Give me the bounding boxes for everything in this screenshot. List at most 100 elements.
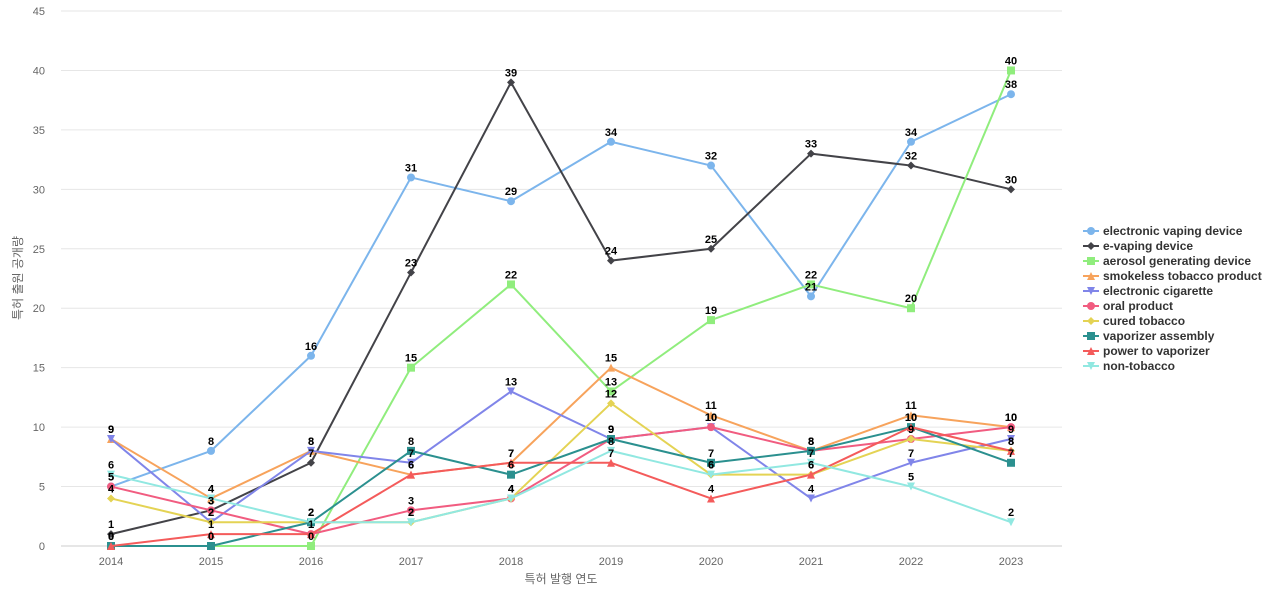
- data-label: 2: [308, 507, 314, 519]
- data-point-marker[interactable]: [107, 542, 115, 550]
- data-point-marker[interactable]: [607, 137, 615, 146]
- legend-marker: [1087, 242, 1095, 250]
- data-point-marker[interactable]: [707, 458, 715, 467]
- data-point-marker[interactable]: [207, 446, 215, 455]
- data-point-marker[interactable]: [407, 470, 415, 479]
- legend-item[interactable]: vaporizer assembly: [1083, 329, 1215, 343]
- data-point-marker[interactable]: [607, 399, 615, 408]
- data-point-marker[interactable]: [807, 458, 815, 467]
- data-point-marker[interactable]: [507, 470, 515, 479]
- data-label: 1: [208, 519, 214, 531]
- data-point-marker[interactable]: [507, 280, 515, 289]
- data-point-marker[interactable]: [707, 423, 715, 432]
- data-point-marker[interactable]: [1007, 446, 1015, 455]
- data-label: 32: [705, 151, 717, 163]
- data-point-marker[interactable]: [1007, 185, 1015, 194]
- data-point-marker[interactable]: [207, 518, 215, 527]
- data-point-marker[interactable]: [1007, 458, 1015, 467]
- legend-item[interactable]: power to vaporizer: [1083, 344, 1210, 358]
- data-point-marker[interactable]: [707, 411, 715, 420]
- data-point-marker[interactable]: [507, 387, 515, 396]
- legend-item[interactable]: non-tobacco: [1083, 359, 1175, 373]
- data-point-marker[interactable]: [307, 446, 315, 455]
- data-point-marker[interactable]: [907, 411, 915, 420]
- data-point-marker[interactable]: [907, 137, 915, 146]
- series-line[interactable]: [110, 402, 1012, 524]
- data-label: 0: [108, 531, 114, 543]
- data-point-marker[interactable]: [1007, 66, 1015, 75]
- data-point-marker[interactable]: [707, 494, 715, 503]
- data-point-marker[interactable]: [807, 494, 815, 503]
- data-point-marker[interactable]: [1007, 90, 1015, 99]
- data-point-marker[interactable]: [207, 506, 215, 515]
- data-point-marker[interactable]: [207, 542, 215, 550]
- legend-item[interactable]: e-vaping device: [1083, 239, 1193, 253]
- data-point-marker[interactable]: [407, 173, 415, 182]
- data-point-marker[interactable]: [407, 268, 415, 277]
- data-point-marker[interactable]: [107, 530, 115, 539]
- data-point-marker[interactable]: [707, 470, 715, 479]
- data-point-marker[interactable]: [107, 482, 115, 491]
- legend-label: smokeless tobacco product: [1103, 269, 1262, 283]
- data-label: 8: [808, 436, 814, 448]
- data-point-marker[interactable]: [607, 458, 615, 467]
- series-line[interactable]: [110, 390, 1012, 524]
- data-point-marker[interactable]: [307, 542, 315, 550]
- data-point-marker[interactable]: [707, 316, 715, 325]
- data-point-marker[interactable]: [907, 423, 915, 432]
- data-point-marker[interactable]: [907, 161, 915, 170]
- data-point-marker[interactable]: [607, 446, 615, 455]
- legend-item[interactable]: oral product: [1083, 299, 1173, 313]
- data-point-marker[interactable]: [707, 161, 715, 170]
- data-point-marker[interactable]: [907, 435, 915, 443]
- legend-item[interactable]: electronic vaping device: [1083, 224, 1243, 238]
- data-point-marker[interactable]: [907, 482, 915, 491]
- series-line[interactable]: [111, 70, 1012, 547]
- data-point-marker[interactable]: [607, 387, 615, 396]
- data-point-marker[interactable]: [407, 518, 415, 527]
- data-point-marker[interactable]: [807, 470, 815, 479]
- data-point-marker[interactable]: [307, 530, 315, 539]
- data-point-marker[interactable]: [507, 458, 515, 467]
- data-point-marker[interactable]: [807, 446, 815, 455]
- data-point-marker[interactable]: [207, 530, 215, 539]
- data-label: 6: [808, 460, 814, 472]
- legend-item[interactable]: smokeless tobacco product: [1083, 269, 1262, 283]
- data-point-marker[interactable]: [107, 470, 115, 479]
- legend-item[interactable]: aerosol generating device: [1083, 254, 1251, 268]
- data-point-marker[interactable]: [807, 292, 815, 301]
- data-point-marker[interactable]: [407, 363, 415, 372]
- data-point-marker[interactable]: [107, 494, 115, 503]
- data-point-marker[interactable]: [507, 197, 515, 206]
- data-point-marker[interactable]: [907, 458, 915, 467]
- data-point-marker[interactable]: [507, 494, 515, 503]
- data-point-marker[interactable]: [107, 435, 115, 443]
- data-label: 6: [808, 460, 814, 472]
- data-point-marker[interactable]: [507, 78, 515, 87]
- series-line[interactable]: [110, 426, 1012, 547]
- data-point-marker[interactable]: [607, 435, 615, 443]
- data-point-marker[interactable]: [1007, 435, 1015, 443]
- data-point-marker[interactable]: [307, 351, 315, 360]
- legend-item[interactable]: electronic cigarette: [1083, 284, 1213, 298]
- data-point-marker[interactable]: [907, 304, 915, 313]
- data-point-marker[interactable]: [607, 363, 615, 372]
- data-point-marker[interactable]: [707, 244, 715, 253]
- data-point-marker[interactable]: [1007, 423, 1015, 432]
- data-point-marker[interactable]: [207, 494, 215, 503]
- data-point-marker[interactable]: [407, 506, 415, 515]
- data-point-marker[interactable]: [407, 458, 415, 467]
- data-point-marker[interactable]: [307, 458, 315, 467]
- data-label: 6: [108, 460, 114, 472]
- data-point-marker[interactable]: [407, 446, 415, 455]
- series-line[interactable]: [110, 449, 1012, 524]
- data-point-marker[interactable]: [807, 280, 815, 289]
- data-point-marker[interactable]: [307, 518, 315, 527]
- legend-item[interactable]: cured tobacco: [1083, 314, 1185, 328]
- data-label: 4: [208, 483, 215, 495]
- data-point-marker[interactable]: [607, 256, 615, 265]
- data-label: 8: [608, 436, 614, 448]
- data-point-marker[interactable]: [807, 149, 815, 158]
- data-point-marker[interactable]: [1007, 518, 1015, 527]
